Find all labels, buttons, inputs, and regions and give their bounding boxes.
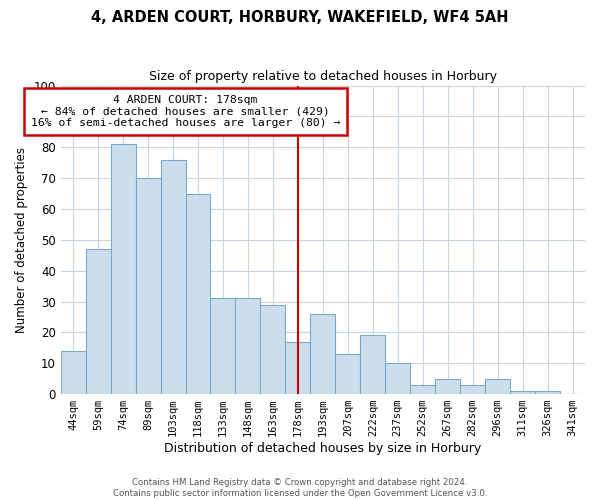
Bar bbox=[360, 336, 385, 394]
Bar bbox=[485, 378, 510, 394]
Bar bbox=[110, 144, 136, 394]
Bar bbox=[335, 354, 360, 394]
Text: 4 ARDEN COURT: 178sqm
← 84% of detached houses are smaller (429)
16% of semi-det: 4 ARDEN COURT: 178sqm ← 84% of detached … bbox=[31, 95, 340, 128]
Text: Contains HM Land Registry data © Crown copyright and database right 2024.
Contai: Contains HM Land Registry data © Crown c… bbox=[113, 478, 487, 498]
Title: Size of property relative to detached houses in Horbury: Size of property relative to detached ho… bbox=[149, 70, 497, 83]
Bar bbox=[385, 363, 410, 394]
Bar bbox=[136, 178, 161, 394]
Bar bbox=[286, 342, 310, 394]
Bar bbox=[460, 385, 485, 394]
Bar bbox=[310, 314, 335, 394]
Bar bbox=[185, 194, 211, 394]
Bar bbox=[86, 249, 110, 394]
Bar bbox=[211, 298, 235, 394]
Bar bbox=[535, 391, 560, 394]
Text: 4, ARDEN COURT, HORBURY, WAKEFIELD, WF4 5AH: 4, ARDEN COURT, HORBURY, WAKEFIELD, WF4 … bbox=[91, 10, 509, 25]
X-axis label: Distribution of detached houses by size in Horbury: Distribution of detached houses by size … bbox=[164, 442, 481, 455]
Bar bbox=[510, 391, 535, 394]
Bar bbox=[410, 385, 435, 394]
Bar bbox=[61, 351, 86, 394]
Bar bbox=[260, 304, 286, 394]
Bar bbox=[235, 298, 260, 394]
Bar bbox=[161, 160, 185, 394]
Y-axis label: Number of detached properties: Number of detached properties bbox=[15, 147, 28, 333]
Bar bbox=[435, 378, 460, 394]
